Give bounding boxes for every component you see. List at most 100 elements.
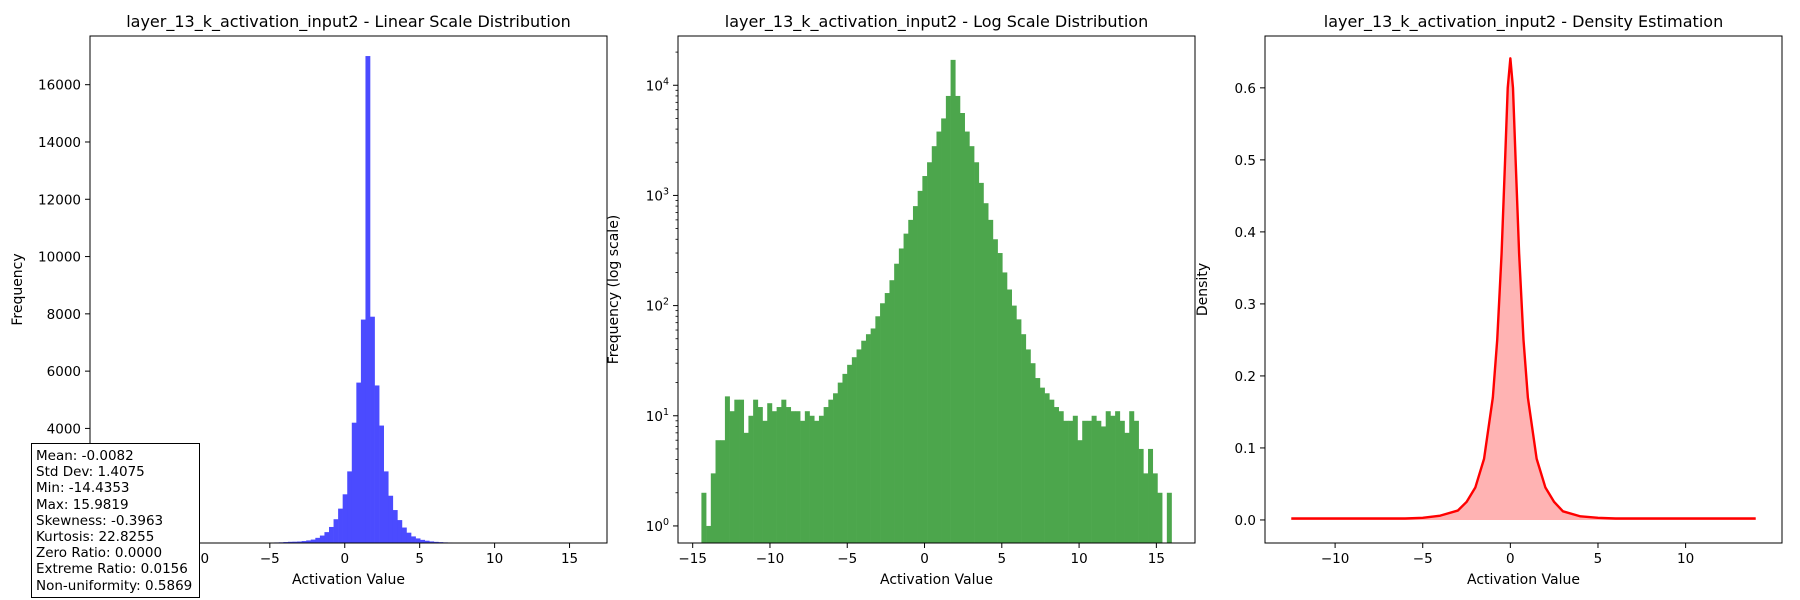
bar — [978, 182, 984, 543]
x-tick-label: 10 — [1677, 551, 1694, 567]
bar — [1021, 334, 1027, 543]
bar — [1011, 305, 1017, 543]
bar — [1025, 349, 1031, 543]
x-tick-label: 0 — [920, 551, 929, 567]
bar — [917, 190, 923, 543]
bar — [306, 540, 312, 543]
bar — [983, 203, 989, 543]
chart-2-marks — [701, 59, 1172, 543]
bar — [790, 411, 796, 543]
bar — [861, 340, 867, 543]
bar — [1082, 420, 1088, 543]
bar — [894, 263, 900, 543]
y-axis-label: Density — [1195, 263, 1211, 316]
bar — [729, 411, 735, 543]
y-tick-label: 0.3 — [1235, 297, 1256, 313]
bar — [997, 253, 1003, 543]
stat-max: Max: 15.9819 — [36, 496, 129, 513]
bar — [1096, 420, 1102, 543]
bar — [964, 131, 970, 543]
bar — [936, 131, 942, 543]
bar — [795, 411, 801, 543]
bar — [1077, 440, 1083, 543]
bar — [1110, 415, 1116, 543]
x-tick-label: −10 — [756, 551, 785, 567]
bar — [823, 407, 829, 543]
bar — [1124, 432, 1130, 543]
bar — [988, 219, 994, 543]
y-tick-label: 0.1 — [1235, 441, 1256, 457]
y-tick-label: 101 — [646, 407, 669, 425]
bar — [319, 535, 325, 543]
bar — [1105, 411, 1111, 543]
stat-mean: Mean: -0.0082 — [36, 448, 134, 464]
bar — [757, 407, 763, 543]
bar — [992, 239, 998, 543]
bar — [315, 537, 321, 543]
bar — [1002, 272, 1008, 543]
bar — [370, 316, 375, 543]
bar — [1049, 399, 1055, 543]
bar — [1044, 393, 1050, 543]
bar — [1030, 363, 1036, 543]
bar — [1129, 411, 1135, 543]
stat-kurtosis: Kurtosis: 22.8255 — [36, 529, 155, 546]
bar — [338, 508, 343, 543]
bar — [1101, 426, 1107, 543]
bar — [397, 520, 403, 543]
bar — [333, 519, 339, 543]
x-tick-label: 0 — [340, 551, 349, 567]
y-tick-label: 14000 — [38, 135, 81, 151]
x-tick-label: −5 — [1413, 551, 1433, 567]
bar — [1166, 492, 1172, 543]
axes-frame — [1264, 35, 1783, 544]
bar — [945, 95, 951, 543]
bar — [1068, 420, 1074, 543]
x-tick-label: 10 — [486, 551, 503, 567]
bar — [828, 399, 834, 543]
bar — [433, 541, 439, 543]
bar — [310, 539, 316, 543]
bar — [411, 536, 416, 543]
bar — [351, 422, 357, 543]
bar — [1138, 448, 1144, 543]
y-axis-label: Frequency — [10, 253, 26, 325]
bar — [969, 146, 975, 543]
y-tick-label: 0.4 — [1235, 225, 1256, 241]
stat-zero-ratio: Zero Ratio: 0.0000 — [36, 545, 163, 562]
bar — [701, 492, 707, 543]
bar — [287, 541, 293, 543]
bar — [388, 495, 394, 543]
y-tick-label: 0.5 — [1235, 153, 1256, 169]
bar — [762, 420, 768, 543]
y-tick-label: 104 — [646, 76, 669, 94]
bar — [1143, 473, 1149, 543]
bar — [974, 162, 980, 543]
bar — [301, 541, 307, 543]
bar — [1035, 378, 1041, 543]
bar — [837, 382, 843, 543]
bar — [776, 407, 782, 543]
y-tick-label: 103 — [646, 186, 669, 204]
bar — [1115, 411, 1121, 543]
bar — [771, 411, 777, 543]
bar — [870, 328, 876, 543]
x-tick-label: −5 — [260, 551, 280, 567]
y-tick-label: 0.0 — [1235, 513, 1256, 529]
bar — [1148, 448, 1154, 543]
bar — [1016, 319, 1022, 543]
bar — [710, 473, 716, 543]
bar — [847, 364, 853, 543]
bar — [880, 303, 886, 543]
bar — [356, 382, 362, 543]
stat-std-dev: Std Dev: 1.4075 — [36, 464, 145, 481]
bar — [912, 206, 918, 543]
bar — [324, 532, 330, 543]
bar — [889, 280, 895, 543]
bar — [875, 316, 881, 543]
bar — [1091, 415, 1097, 543]
bar — [922, 176, 928, 543]
bar — [297, 541, 302, 543]
bar — [950, 59, 956, 543]
